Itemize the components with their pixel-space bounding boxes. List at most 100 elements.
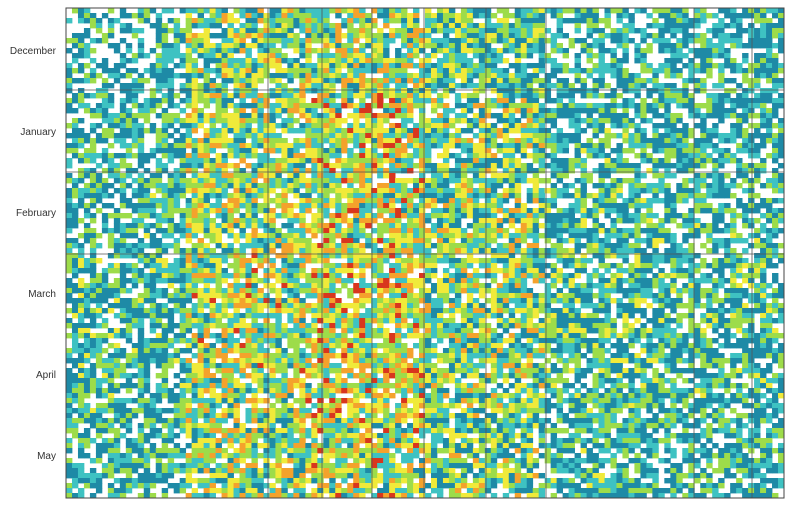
heatmap-cell [466,223,474,229]
heatmap-cell [646,33,653,39]
heatmap-cell [730,13,737,19]
heatmap-cell [754,18,761,24]
heatmap-cell [359,208,366,214]
heatmap-cell [239,168,246,174]
heatmap-cell [335,253,342,259]
heatmap-cell [179,123,187,129]
heatmap-cell [574,38,581,44]
heatmap-cell [604,118,611,124]
heatmap-cell [550,203,558,209]
heatmap-cell [430,133,438,139]
heatmap-cell [287,248,294,254]
heatmap-cell [215,108,222,114]
heatmap-cell [496,268,504,274]
heatmap-cell [544,263,552,269]
heatmap-cell [377,103,384,109]
heatmap-cell [724,263,731,269]
heatmap-cell [748,98,755,104]
heatmap-cell [407,48,414,54]
heatmap-cell [161,243,169,249]
heatmap-cell [766,118,773,124]
heatmap-cell [598,243,605,249]
heatmap-cell [185,208,193,214]
heatmap-cell [580,263,587,269]
heatmap-cell [616,63,623,69]
heatmap-cell [275,203,282,209]
heatmap-cell [305,153,312,159]
heatmap-cell [275,238,282,244]
heatmap-cell [245,258,252,264]
heatmap-cell [748,63,755,69]
heatmap-cell [215,138,222,144]
heatmap-cell [616,213,623,219]
heatmap-cell [472,218,480,224]
heatmap-cell [616,218,623,224]
heatmap-cell [66,243,73,249]
heatmap-cell [658,163,665,169]
heatmap-cell [712,248,719,254]
heatmap-cell [514,213,522,219]
heatmap-cell [592,53,599,59]
heatmap-cell [502,193,510,199]
heatmap-cell [754,28,761,34]
heatmap-cell [580,93,587,99]
heatmap-cell [562,163,569,169]
heatmap-cell [586,113,593,119]
heatmap-cell [407,18,414,24]
heatmap-cell [706,233,713,239]
heatmap-cell [83,28,91,34]
heatmap-cell [712,13,719,19]
heatmap-cell [401,198,408,204]
heatmap-cell [113,238,121,244]
heatmap-cell [544,233,552,239]
heatmap-cell [407,13,414,19]
heatmap-cell [293,138,300,144]
heatmap-cell [580,188,587,194]
heatmap-cell [574,108,581,114]
heatmap-cell [496,223,504,229]
heatmap-cell [778,48,785,54]
heatmap-cell [520,148,528,154]
heatmap-cell [299,193,306,199]
heatmap-cell [754,13,761,19]
heatmap-cell [71,148,79,154]
heatmap-cell [466,253,474,259]
heatmap-cell [772,98,779,104]
heatmap-cell [215,118,222,124]
heatmap-cell [275,233,282,239]
heatmap-cell [419,263,426,269]
heatmap-cell [772,148,779,154]
heatmap-cell [706,68,713,74]
heatmap-cell [538,88,546,94]
heatmap-cell [317,98,324,104]
heatmap-cell [317,113,324,119]
heatmap-cell [233,28,240,34]
heatmap-cell [209,13,216,19]
heatmap-cell [682,233,689,239]
heatmap-cell [101,148,109,154]
heatmap-cell [682,248,689,254]
heatmap-cell [508,38,516,44]
heatmap-cell [371,148,378,154]
heatmap-cell [389,73,396,79]
heatmap-cell [245,18,252,24]
heatmap-cell [383,153,390,159]
heatmap-cell [353,253,360,259]
heatmap-cell [736,18,743,24]
heatmap-cell [83,173,91,179]
heatmap-cell [694,153,701,159]
heatmap-cell [580,203,587,209]
heatmap-cell [413,103,420,109]
heatmap-cell [682,193,689,199]
heatmap-cell [502,33,510,39]
heatmap-cell [311,198,318,204]
heatmap-cell [275,113,282,119]
heatmap-cell [107,73,115,79]
heatmap-cell [221,213,228,219]
heatmap-cell [269,148,276,154]
heatmap-cell [760,168,767,174]
heatmap-cell [538,133,546,139]
heatmap-cell [532,193,540,199]
heatmap-cell [736,103,743,109]
heatmap-cell [676,13,683,19]
